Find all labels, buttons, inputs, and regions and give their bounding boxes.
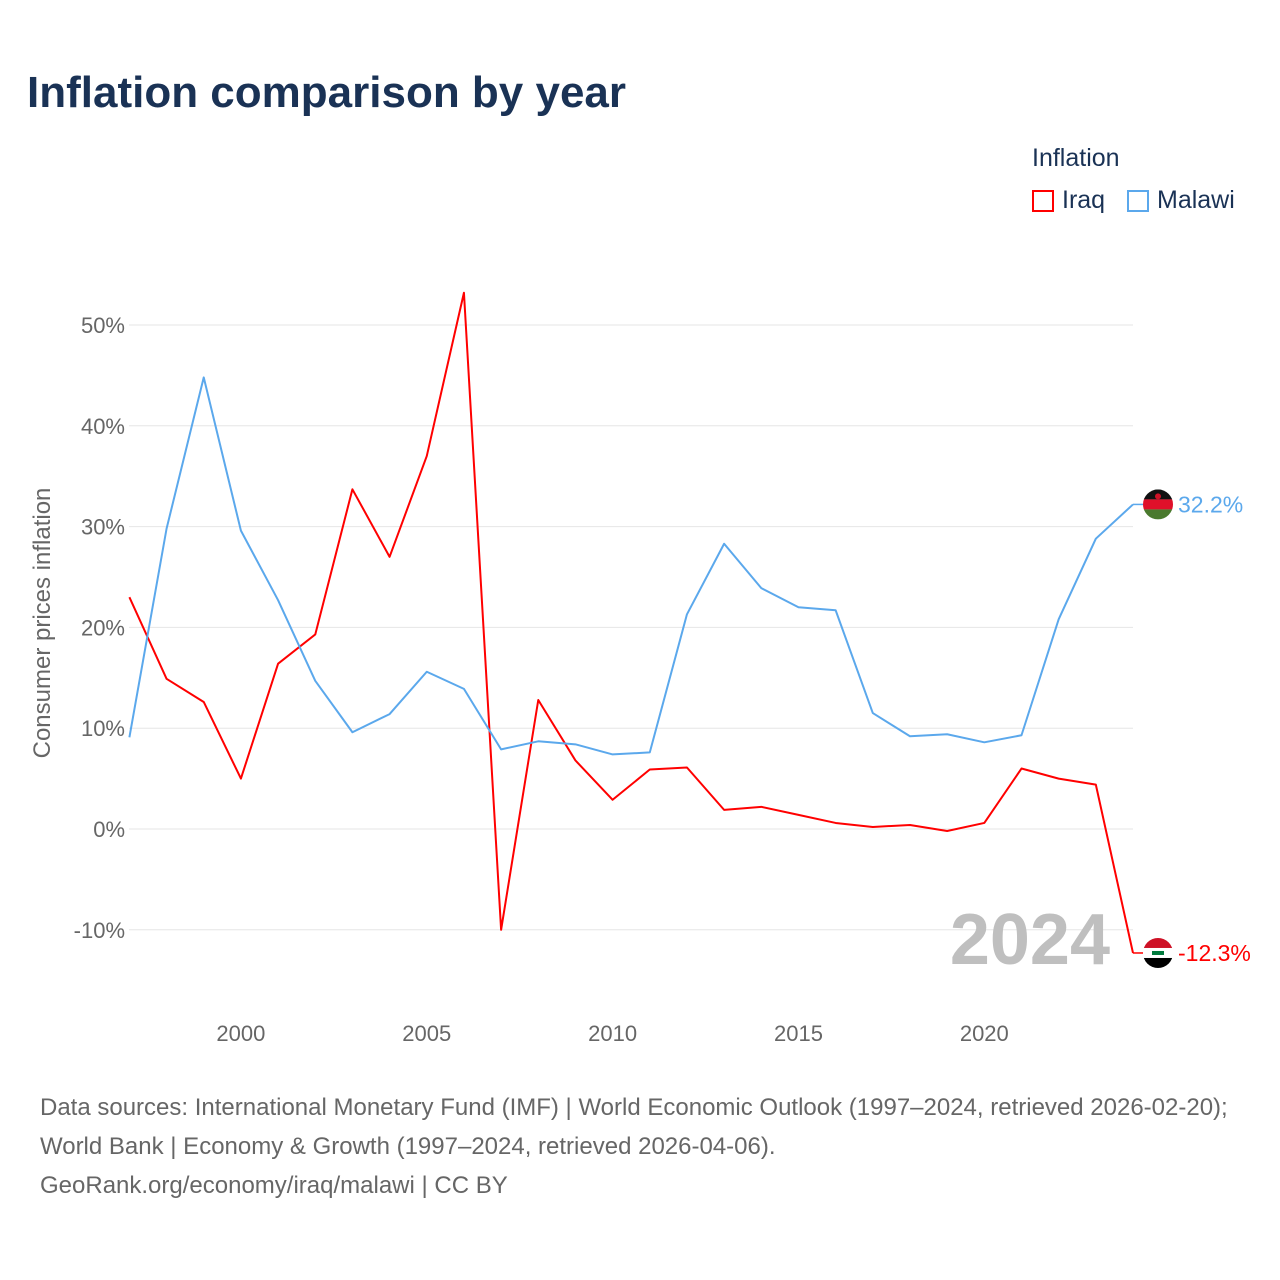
flag-iraq-icon (1143, 937, 1173, 968)
data-point-iraq[interactable] (981, 820, 987, 826)
x-tick-label: 2005 (402, 1021, 451, 1046)
data-point-iraq[interactable] (907, 822, 913, 828)
x-tick-label: 2015 (774, 1021, 823, 1046)
data-point-malawi[interactable] (201, 374, 207, 380)
chart-title: Inflation comparison by year (27, 68, 627, 117)
series-line-iraq (128, 291, 1134, 954)
data-point-iraq[interactable] (201, 699, 207, 705)
data-point-malawi[interactable] (833, 607, 839, 613)
x-tick-label: 2010 (588, 1021, 637, 1046)
x-tick-label: 2000 (216, 1021, 265, 1046)
data-point-iraq[interactable] (535, 697, 541, 703)
data-point-malawi[interactable] (758, 585, 764, 591)
data-point-malawi[interactable] (312, 678, 318, 684)
data-point-iraq[interactable] (275, 661, 281, 667)
data-point-malawi[interactable] (795, 604, 801, 610)
data-point-iraq[interactable] (647, 767, 653, 773)
y-tick-label: 10% (81, 716, 125, 741)
data-point-iraq[interactable] (684, 765, 690, 771)
data-point-iraq[interactable] (572, 757, 578, 763)
data-point-malawi[interactable] (1018, 732, 1024, 738)
data-point-iraq[interactable] (610, 797, 616, 803)
data-point-iraq[interactable] (461, 290, 467, 296)
y-tick-label: 0% (93, 817, 125, 842)
legend-label: Iraq (1062, 186, 1106, 214)
end-value-label-iraq: -12.3% (1178, 940, 1251, 966)
data-point-iraq[interactable] (349, 486, 355, 492)
data-point-iraq[interactable] (126, 594, 132, 600)
y-axis-label: Consumer prices inflation (29, 488, 56, 759)
y-tick-label: 40% (81, 414, 125, 439)
legend-item-malawi[interactable]: Malawi (1127, 186, 1235, 215)
y-tick-label: 30% (81, 515, 125, 540)
data-point-malawi[interactable] (981, 739, 987, 745)
legend-item-iraq[interactable]: Iraq (1032, 186, 1105, 215)
data-point-malawi[interactable] (1056, 616, 1062, 622)
data-point-iraq[interactable] (387, 554, 393, 560)
data-point-iraq[interactable] (1056, 776, 1062, 782)
data-point-iraq[interactable] (424, 453, 430, 459)
data-point-iraq[interactable] (944, 828, 950, 834)
data-point-malawi[interactable] (461, 686, 467, 692)
data-point-malawi[interactable] (349, 729, 355, 735)
data-point-malawi[interactable] (907, 733, 913, 739)
data-point-malawi[interactable] (535, 738, 541, 744)
data-point-iraq[interactable] (758, 804, 764, 810)
data-point-malawi[interactable] (164, 526, 170, 532)
data-point-malawi[interactable] (572, 741, 578, 747)
data-point-malawi[interactable] (126, 734, 132, 740)
data-point-malawi[interactable] (647, 749, 653, 755)
year-watermark: 2024 (950, 900, 1110, 980)
y-tick-label: -10% (74, 918, 125, 943)
data-point-malawi[interactable] (870, 710, 876, 716)
data-sources: Data sources: International Monetary Fun… (40, 1094, 1228, 1160)
credit-link[interactable]: GeoRank.org/economy/iraq/malawi | CC BY (40, 1172, 508, 1199)
data-point-malawi[interactable] (1093, 536, 1099, 542)
legend-title: Inflation (1032, 144, 1120, 172)
data-point-malawi[interactable] (684, 611, 690, 617)
data-point-iraq[interactable] (833, 820, 839, 826)
end-value-label-malawi: 32.2% (1178, 491, 1243, 517)
flag-malawi-icon (1143, 489, 1173, 520)
data-point-iraq[interactable] (498, 927, 504, 933)
data-point-iraq[interactable] (870, 824, 876, 830)
x-tick-label: 2020 (960, 1021, 1009, 1046)
data-point-malawi[interactable] (610, 751, 616, 757)
data-point-malawi[interactable] (721, 541, 727, 547)
legend-swatch-iraq (1032, 189, 1054, 212)
data-point-malawi[interactable] (498, 746, 504, 752)
data-point-iraq[interactable] (795, 812, 801, 818)
y-tick-label: 20% (81, 615, 125, 640)
data-point-malawi[interactable] (387, 711, 393, 717)
data-point-iraq[interactable] (312, 631, 318, 637)
data-point-iraq[interactable] (721, 807, 727, 813)
data-point-iraq[interactable] (1018, 766, 1024, 772)
legend-label: Malawi (1157, 186, 1235, 214)
data-point-iraq[interactable] (164, 676, 170, 682)
data-point-iraq[interactable] (1093, 782, 1099, 788)
data-point-malawi[interactable] (238, 528, 244, 534)
footer: Data sources: International Monetary Fun… (40, 1088, 1250, 1205)
data-point-iraq[interactable] (238, 776, 244, 782)
y-tick-label: 50% (81, 313, 125, 338)
legend-swatch-malawi (1127, 189, 1149, 212)
data-point-malawi[interactable] (275, 597, 281, 603)
data-point-malawi[interactable] (944, 731, 950, 737)
data-point-malawi[interactable] (424, 669, 430, 675)
series-line-malawi (128, 376, 1134, 756)
